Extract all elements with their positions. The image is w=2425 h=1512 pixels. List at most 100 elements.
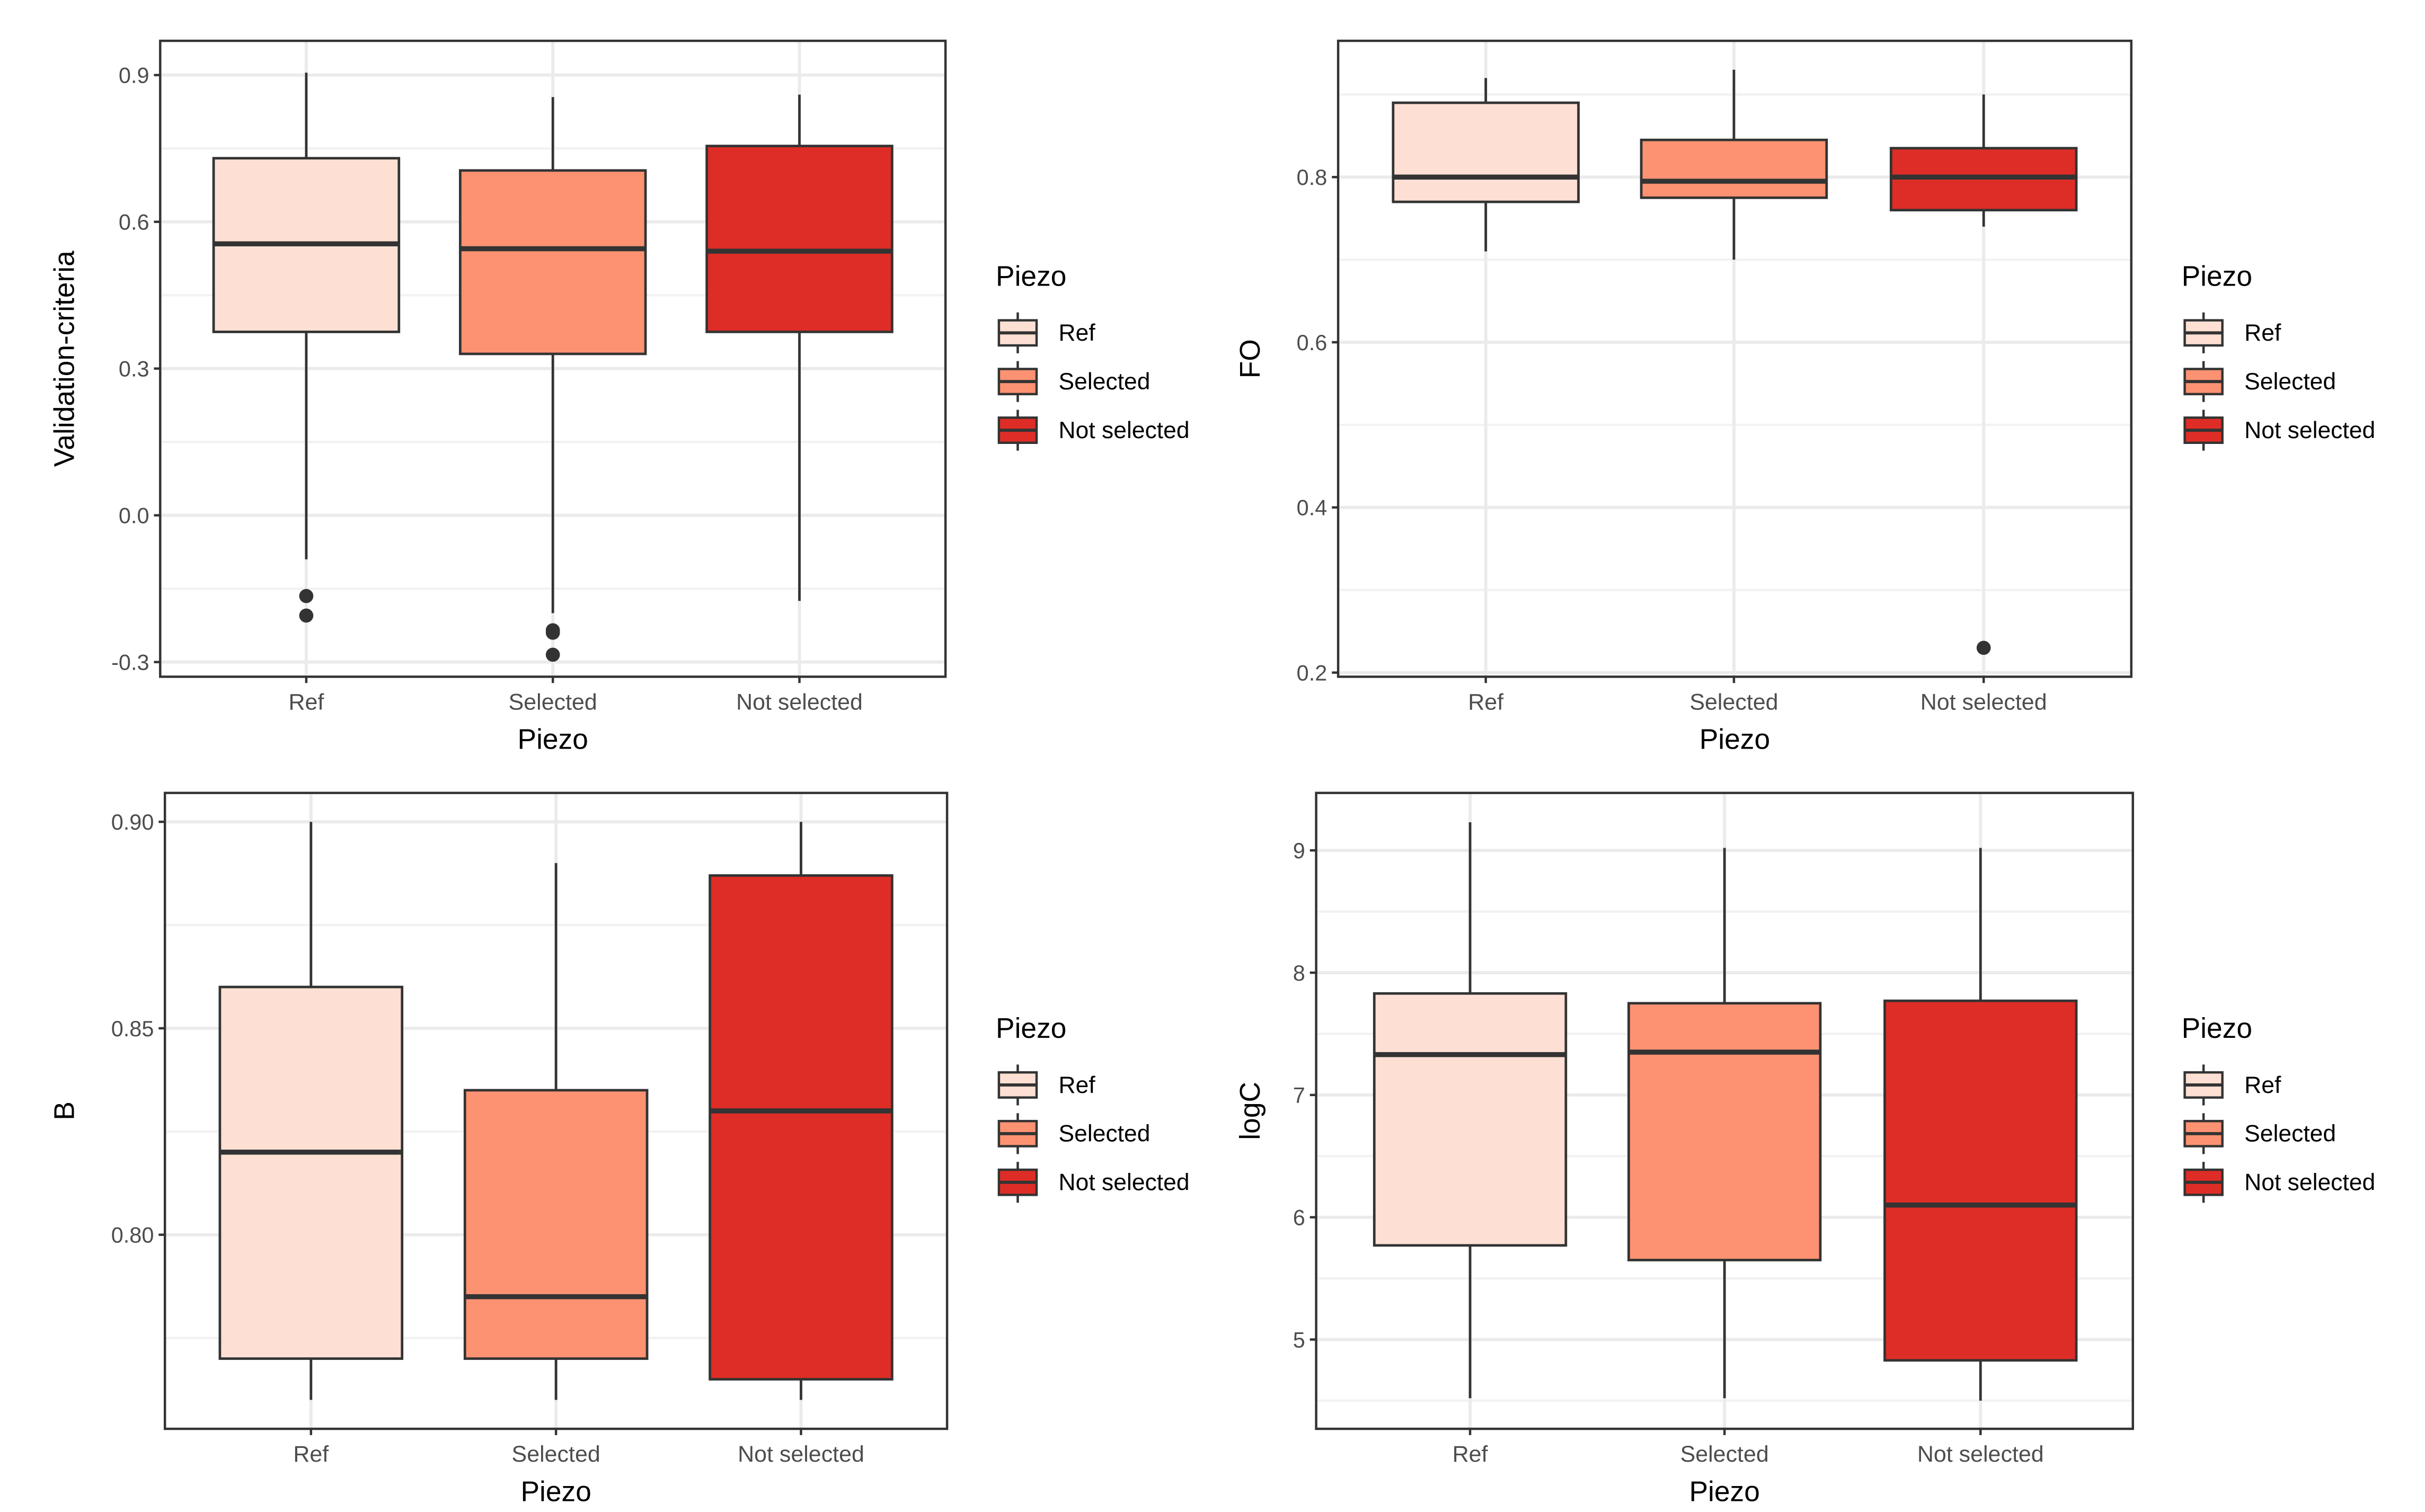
- outlier-point: [545, 625, 560, 640]
- y-axis-title: Validation-criteria: [49, 251, 80, 467]
- x-tick-label: Not selected: [736, 690, 863, 715]
- y-tick-label: 0.85: [111, 1016, 154, 1041]
- box-iqr: [1640, 138, 1828, 199]
- y-tick-label: 0.3: [119, 356, 149, 381]
- legend-label: Ref: [2244, 320, 2281, 346]
- y-tick-label: 0.6: [1297, 330, 1327, 355]
- x-axis-title: Piezo: [518, 724, 588, 755]
- box-selected: [463, 863, 649, 1400]
- legend-key: [997, 312, 1038, 353]
- y-tick-label: 0.8: [1297, 165, 1327, 190]
- box-iqr: [459, 169, 647, 355]
- x-tick-label: Selected: [509, 690, 597, 715]
- legend: Piezo Ref Selected Not selected: [996, 1013, 1190, 1203]
- legend-label: Ref: [1059, 1072, 1096, 1098]
- x-tick-label: Ref: [288, 690, 324, 715]
- box-iqr: [463, 1089, 649, 1360]
- legend-title: Piezo: [2182, 261, 2252, 292]
- box-iqr: [1627, 1002, 1822, 1261]
- box-ref: [218, 822, 404, 1400]
- y-tick-label: 0.80: [111, 1222, 154, 1247]
- box-iqr: [709, 874, 893, 1381]
- x-tick-label: Ref: [1468, 690, 1503, 715]
- box-iqr: [1373, 992, 1568, 1247]
- x-tick-label: Selected: [1680, 1442, 1769, 1467]
- box-ref: [212, 73, 401, 623]
- x-tick-label: Ref: [1453, 1442, 1488, 1467]
- y-axis-title: B: [49, 1101, 80, 1120]
- box-iqr: [705, 145, 893, 333]
- legend-label: Not selected: [1059, 417, 1190, 443]
- legend-title: Piezo: [996, 261, 1066, 292]
- x-tick-label: Not selected: [1920, 690, 2047, 715]
- legend-label: Selected: [1059, 369, 1150, 395]
- x-tick-label: Ref: [293, 1442, 329, 1467]
- outlier-point: [545, 647, 560, 662]
- box-not-selected: [1883, 848, 2078, 1401]
- y-axis-title: logC: [1235, 1082, 1266, 1140]
- x-tick-label: Not selected: [738, 1442, 864, 1467]
- box-ref: [1373, 822, 1568, 1399]
- legend: Piezo Ref Selected Not selected: [996, 261, 1190, 451]
- y-tick-label: 0.2: [1297, 660, 1327, 685]
- box-iqr: [218, 985, 404, 1360]
- x-axis-title: Piezo: [1689, 1476, 1759, 1507]
- legend-label: Selected: [2244, 1121, 2336, 1147]
- chart-panel-4: 5 6 7 8 9 Ref Selected Not selected Piezo logC Pie…: [1235, 791, 2375, 1507]
- legend: Piezo Ref Selected Not selected: [2182, 1013, 2375, 1203]
- legend-label: Not selected: [2244, 417, 2375, 443]
- outlier-point: [1976, 641, 1991, 655]
- legend-label: Ref: [2244, 1072, 2281, 1098]
- box-selected: [1627, 848, 1822, 1399]
- y-tick-label: 6: [1293, 1205, 1305, 1230]
- legend-key: [2183, 1162, 2224, 1203]
- legend-title: Piezo: [2182, 1013, 2252, 1044]
- legend-label: Selected: [2244, 369, 2336, 395]
- legend-title: Piezo: [996, 1013, 1066, 1044]
- x-axis-title: Piezo: [520, 1476, 591, 1507]
- box-iqr: [1392, 101, 1580, 203]
- box-iqr: [1883, 999, 2078, 1362]
- legend-key: [2183, 312, 2224, 353]
- legend-label: Not selected: [2244, 1170, 2375, 1196]
- legend-label: Not selected: [1059, 1170, 1190, 1196]
- legend-key: [997, 410, 1038, 451]
- box-not-selected: [705, 94, 893, 601]
- y-tick-label: 0.6: [119, 210, 149, 235]
- y-tick-label: 5: [1293, 1327, 1305, 1352]
- outlier-point: [299, 589, 314, 603]
- y-tick-label: 8: [1293, 960, 1305, 985]
- y-tick-label: 7: [1293, 1083, 1305, 1108]
- box-not-selected: [1889, 94, 2078, 655]
- box-selected: [1640, 69, 1828, 260]
- legend-key: [2183, 1064, 2224, 1106]
- y-tick-label: 0.90: [111, 810, 154, 834]
- y-tick-label: 9: [1293, 838, 1305, 863]
- y-axis-title: FO: [1235, 339, 1266, 378]
- legend-key: [997, 1162, 1038, 1203]
- x-tick-label: Not selected: [1917, 1442, 2044, 1467]
- y-tick-label: 0.4: [1297, 495, 1327, 520]
- legend-key: [2183, 361, 2224, 402]
- legend-key: [997, 361, 1038, 402]
- y-tick-label: 0.9: [119, 63, 149, 88]
- box-selected: [459, 97, 647, 662]
- box-ref: [1392, 78, 1580, 252]
- y-tick-label: 0.0: [119, 503, 149, 528]
- legend-key: [997, 1113, 1038, 1154]
- legend: Piezo Ref Selected Not selected: [2182, 261, 2375, 451]
- legend-label: Ref: [1059, 320, 1096, 346]
- legend-key: [2183, 1113, 2224, 1154]
- x-tick-label: Selected: [1689, 690, 1778, 715]
- y-tick-label: -0.3: [111, 650, 149, 674]
- outlier-point: [299, 608, 314, 623]
- legend-key: [2183, 410, 2224, 451]
- box-not-selected: [709, 822, 893, 1400]
- x-tick-label: Selected: [512, 1442, 600, 1467]
- legend-label: Selected: [1059, 1121, 1150, 1147]
